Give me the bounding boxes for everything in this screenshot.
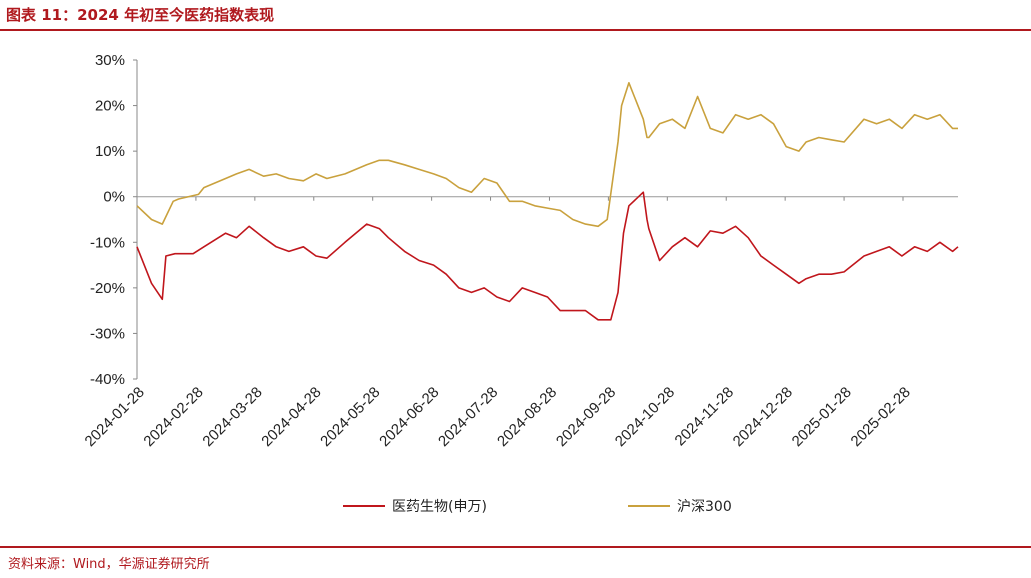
x-tick-label: 2024-06-28: [376, 384, 442, 450]
x-tick-label: 2025-01-28: [789, 384, 855, 450]
figure-title: 图表 11：2024 年初至今医药指数表现: [6, 6, 275, 24]
x-axis: 2024-01-282024-02-282024-03-282024-04-28…: [82, 196, 914, 450]
x-tick-label: 2024-07-28: [435, 384, 501, 450]
y-axis: 30% 20% 10% 0% -10% -20% -30% -40%: [90, 52, 137, 388]
title-rule: [0, 29, 1031, 31]
legend: 医药生物(申万) 沪深300: [343, 499, 732, 515]
series-line-hs300: [136, 82, 958, 228]
x-tick-label: 2024-02-28: [140, 384, 206, 450]
x-tick-label: 2024-03-28: [199, 384, 265, 450]
legend-label-hs300: 沪深300: [677, 499, 732, 515]
x-tick-label: 2024-09-28: [553, 384, 619, 450]
series-line-pharma: [136, 191, 959, 321]
x-tick-label: 2024-11-28: [672, 384, 737, 449]
chart: 30%20%10%0%-10%-20%-30%-40% 2024-01-2820…: [82, 52, 959, 515]
y-tick-label: -40%: [90, 371, 125, 388]
source-note: 资料来源：Wind，华源证券研究所: [8, 557, 210, 572]
legend-label-pharma: 医药生物(申万): [392, 499, 487, 515]
x-tick-label: 2025-02-28: [848, 384, 914, 450]
x-tick-label: 2024-05-28: [317, 384, 383, 450]
x-tick-label: 2024-12-28: [730, 384, 796, 450]
y-tick-label: -10%: [90, 234, 125, 251]
y-tick-label: -20%: [90, 280, 125, 297]
y-tick-label: 10%: [95, 143, 125, 160]
y-tick-label: 20%: [95, 98, 125, 115]
x-tick-label: 2024-01-28: [82, 384, 148, 450]
y-tick-label: 30%: [95, 52, 125, 69]
y-tick-label: -30%: [90, 325, 125, 342]
footer-rule: [0, 546, 1031, 548]
y-tick-label: 0%: [103, 189, 125, 206]
x-tick-label: 2024-10-28: [612, 384, 678, 450]
x-tick-label: 2024-08-28: [494, 384, 560, 450]
x-tick-label: 2024-04-28: [258, 384, 324, 450]
